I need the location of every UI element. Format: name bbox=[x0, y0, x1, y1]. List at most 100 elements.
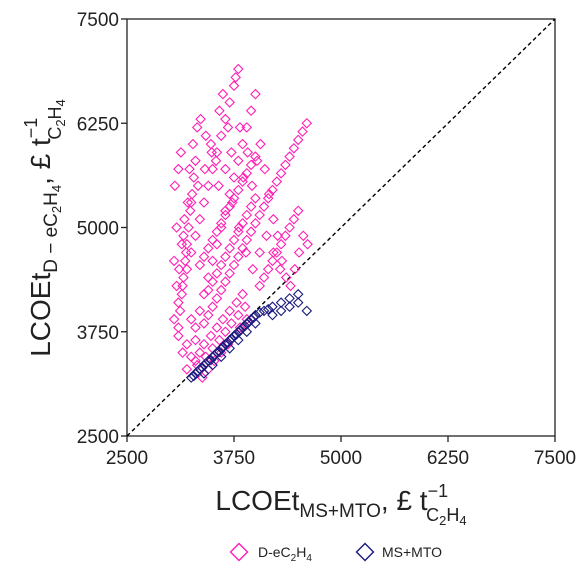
legend-item-d-ec2h4: D-eC2H4 bbox=[229, 542, 312, 564]
data-point bbox=[228, 80, 240, 92]
data-point bbox=[188, 370, 200, 382]
data-point bbox=[247, 263, 259, 275]
data-point bbox=[206, 147, 218, 158]
legend-marker-d-ec2h4 bbox=[229, 542, 249, 562]
data-point bbox=[246, 180, 258, 192]
data-point bbox=[194, 213, 206, 225]
data-point bbox=[168, 255, 180, 267]
legend: D-eC2H4 MS+MTO bbox=[229, 542, 442, 564]
y-tick-label: 7500 bbox=[77, 10, 119, 31]
series-ms-mto bbox=[185, 288, 313, 383]
data-point bbox=[241, 234, 253, 246]
x-tick-label: 6250 bbox=[427, 448, 469, 469]
data-point bbox=[232, 155, 244, 167]
data-point bbox=[268, 247, 279, 258]
data-point bbox=[259, 163, 271, 175]
data-point bbox=[231, 297, 242, 308]
data-point bbox=[237, 138, 248, 150]
data-point bbox=[254, 247, 266, 258]
data-point bbox=[173, 163, 184, 175]
data-point bbox=[217, 313, 229, 325]
data-point bbox=[181, 263, 193, 275]
data-point bbox=[228, 259, 240, 271]
data-point bbox=[234, 325, 246, 337]
data-point bbox=[191, 359, 203, 371]
data-point bbox=[182, 197, 194, 208]
data-point bbox=[198, 338, 210, 350]
data-point bbox=[272, 230, 284, 242]
y-tick-label: 2500 bbox=[77, 427, 119, 448]
data-point bbox=[275, 238, 287, 250]
data-point bbox=[292, 288, 304, 300]
data-point bbox=[250, 192, 261, 204]
data-point bbox=[169, 180, 181, 192]
data-point bbox=[207, 234, 218, 246]
data-point bbox=[181, 338, 193, 350]
data-point bbox=[237, 242, 248, 254]
data-point bbox=[217, 342, 229, 353]
data-point bbox=[179, 255, 191, 267]
data-point bbox=[175, 147, 187, 158]
data-point bbox=[226, 147, 237, 158]
data-point bbox=[220, 209, 231, 221]
data-point bbox=[250, 88, 261, 100]
data-point bbox=[230, 72, 242, 83]
data-point bbox=[211, 293, 223, 304]
data-point bbox=[214, 346, 225, 358]
data-point bbox=[171, 222, 182, 233]
data-point bbox=[207, 163, 218, 175]
data-point bbox=[202, 284, 214, 296]
data-point bbox=[284, 301, 295, 313]
data-point bbox=[242, 147, 254, 158]
data-point bbox=[217, 88, 229, 100]
data-point bbox=[224, 201, 236, 212]
data-point bbox=[211, 322, 223, 333]
x-tick-label: 7500 bbox=[534, 448, 576, 469]
data-point bbox=[297, 230, 309, 242]
y-tick-label: 6250 bbox=[77, 114, 119, 135]
data-point bbox=[241, 167, 253, 179]
data-point bbox=[220, 276, 231, 288]
data-point bbox=[178, 272, 189, 283]
data-point bbox=[268, 213, 279, 225]
data-point bbox=[275, 297, 287, 308]
data-point bbox=[192, 180, 204, 192]
legend-item-ms-mto: MS+MTO bbox=[355, 542, 442, 562]
data-point bbox=[302, 238, 313, 250]
legend-label-d-ec2h4: D-eC2H4 bbox=[258, 544, 312, 564]
data-point bbox=[288, 213, 300, 225]
data-point bbox=[181, 363, 193, 375]
data-point bbox=[241, 209, 253, 221]
data-point bbox=[232, 334, 244, 346]
data-point bbox=[250, 318, 261, 329]
data-point bbox=[202, 242, 214, 254]
data-point bbox=[241, 122, 253, 133]
data-point bbox=[258, 305, 270, 317]
data-point bbox=[224, 97, 236, 108]
data-point bbox=[184, 163, 195, 175]
data-point bbox=[214, 334, 225, 346]
data-point bbox=[199, 163, 211, 175]
legend-label-ms-mto: MS+MTO bbox=[382, 544, 442, 560]
data-point bbox=[194, 305, 206, 317]
data-point bbox=[224, 242, 236, 254]
data-point bbox=[190, 322, 201, 333]
data-point bbox=[262, 303, 274, 315]
data-point bbox=[234, 122, 246, 133]
data-point bbox=[284, 222, 295, 233]
data-point bbox=[210, 155, 222, 167]
data-point bbox=[245, 201, 257, 212]
data-point bbox=[214, 105, 225, 117]
data-point bbox=[207, 301, 218, 313]
data-point bbox=[220, 326, 231, 338]
data-point bbox=[171, 280, 182, 292]
data-point bbox=[184, 205, 196, 217]
data-point bbox=[301, 305, 313, 317]
data-point bbox=[173, 330, 184, 342]
data-point bbox=[226, 197, 238, 208]
data-point bbox=[198, 368, 210, 379]
legend-marker-ms-mto bbox=[355, 542, 375, 562]
data-point bbox=[239, 301, 251, 313]
data-point bbox=[200, 130, 212, 142]
